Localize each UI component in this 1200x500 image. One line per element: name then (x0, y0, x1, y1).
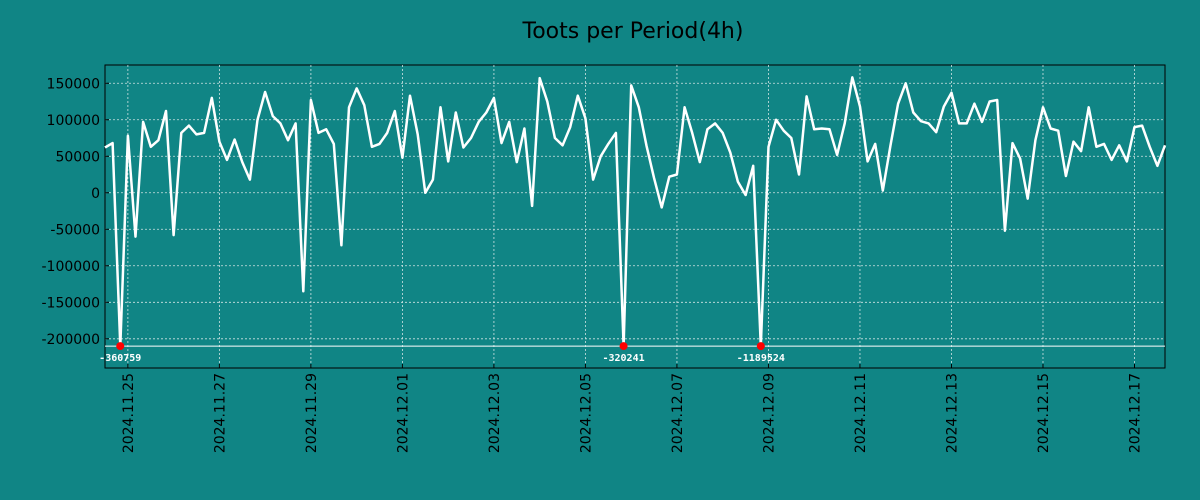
min-label: -1189524 (737, 353, 785, 364)
y-tick-label: 50000 (55, 149, 100, 165)
x-tick-label: 2024.11.29 (304, 373, 320, 453)
y-axis: -200000 -150000 -100000 -50000 0 50000 100000 1… (42, 76, 109, 348)
x-tick-label: 2024.12.17 (1127, 373, 1143, 453)
min-label: -320241 (602, 353, 644, 364)
min-marker (116, 342, 125, 351)
x-tick-label: 2024.11.27 (212, 373, 228, 453)
x-tick-label: 2024.12.11 (853, 373, 869, 453)
y-tick-label: -150000 (42, 295, 101, 311)
y-tick-label: -50000 (50, 222, 100, 238)
y-tick-label: 100000 (47, 113, 100, 129)
x-tick-label: 2024.12.07 (670, 373, 686, 453)
min-marker (756, 342, 765, 351)
min-label: -360759 (99, 353, 141, 364)
x-axis: 2024.11.25 2024.11.27 2024.11.29 2024.12.01… (121, 364, 1143, 453)
y-tick-label: -200000 (42, 332, 101, 348)
x-tick-label: 2024.12.09 (761, 373, 777, 453)
chart-title: Toots per Period(4h) (522, 19, 744, 44)
x-tick-label: 2024.12.15 (1036, 373, 1052, 453)
x-tick-label: 2024.12.13 (944, 373, 960, 453)
x-tick-label: 2024.12.01 (395, 373, 411, 453)
y-tick-label: 0 (91, 186, 100, 202)
data-lines (104, 76, 1167, 348)
min-marker (619, 342, 628, 351)
x-tick-label: 2024.11.25 (121, 373, 137, 453)
x-tick-label: 2024.12.03 (487, 373, 503, 453)
y-tick-label: -100000 (42, 259, 101, 275)
annotations: -360759 -320241 -1189524 (99, 342, 785, 364)
y-tick-label: 150000 (47, 76, 100, 92)
plot-area (104, 64, 1166, 369)
x-tick-label: 2024.12.05 (578, 373, 594, 453)
series-line (104, 76, 1167, 348)
gridlines (105, 65, 1165, 368)
